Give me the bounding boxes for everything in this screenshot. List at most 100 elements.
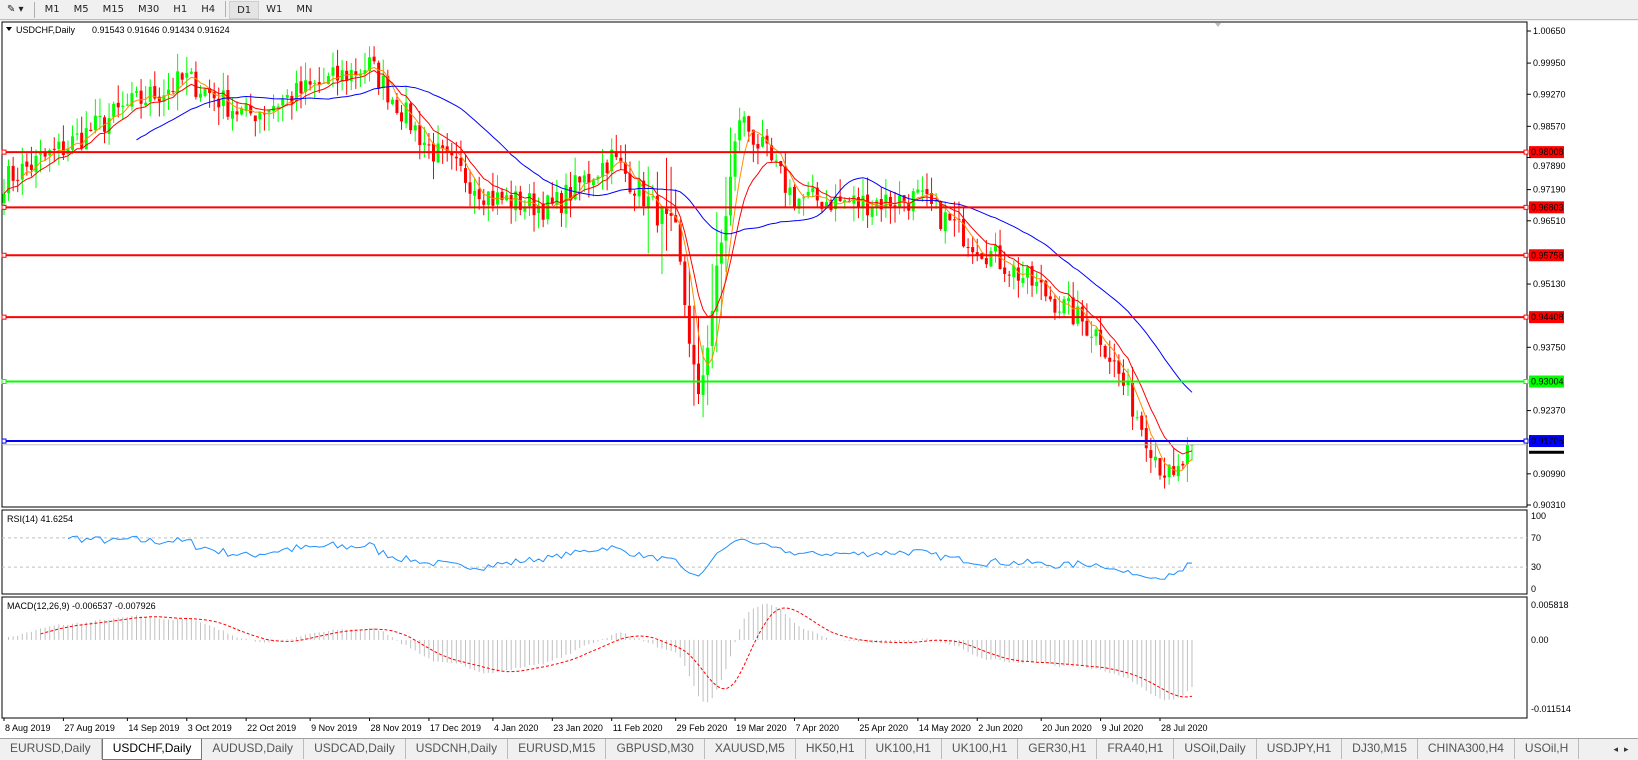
- candle-body: [427, 144, 431, 146]
- line-handle[interactable]: [1523, 438, 1529, 444]
- price-axis-label: 0.99270: [1533, 89, 1566, 99]
- candle-body: [281, 99, 285, 106]
- candle-body: [176, 71, 180, 93]
- candle-body: [198, 93, 202, 98]
- candle-body: [1048, 296, 1052, 300]
- chart-window[interactable]: 0.98008 0.96803 0.95758 0.94408 0.93004 0.917…: [0, 21, 1638, 738]
- price-axis-label: 0.99950: [1533, 58, 1566, 68]
- line-handle[interactable]: [1, 252, 7, 258]
- timeframe-m15-button[interactable]: M15: [102, 3, 124, 15]
- candle-body: [706, 347, 710, 375]
- candle-body: [870, 207, 874, 217]
- timeframe-mn-button[interactable]: MN: [296, 3, 313, 15]
- chart-tab[interactable]: USDCNH,Daily: [406, 739, 509, 759]
- chart-tab[interactable]: AUDUSD,Daily: [202, 739, 305, 759]
- ohlc-values: 0.91543 0.91646 0.91434 0.91624: [92, 25, 230, 35]
- candle-body: [550, 197, 554, 204]
- line-handle[interactable]: [1523, 149, 1529, 155]
- chart-tab[interactable]: UK100,H1: [942, 739, 1019, 759]
- candle-body: [217, 98, 221, 108]
- candle-body: [363, 70, 367, 74]
- line-handle[interactable]: [1523, 379, 1529, 385]
- chart-tab[interactable]: DJ30,M15: [1342, 739, 1418, 759]
- chart-tab[interactable]: USDCHF,Daily: [101, 739, 203, 760]
- candle-body: [811, 187, 815, 193]
- line-handle[interactable]: [1523, 252, 1529, 258]
- tab-scroll-right-icon[interactable]: ▸: [1624, 745, 1629, 755]
- candle-body: [34, 155, 38, 172]
- ma-slow-line: [136, 85, 1193, 393]
- candle-body: [738, 120, 742, 141]
- chart-canvas[interactable]: 0.98008 0.96803 0.95758 0.94408 0.93004 0.917…: [0, 21, 1638, 738]
- line-handle[interactable]: [1523, 204, 1529, 210]
- candle-body: [573, 175, 577, 200]
- line-handle[interactable]: [1, 149, 7, 155]
- candle-body: [304, 80, 308, 93]
- timeframe-h4-button[interactable]: H4: [201, 3, 216, 15]
- chart-tab[interactable]: GBPUSD,M30: [606, 739, 705, 759]
- line-handle[interactable]: [1, 314, 7, 320]
- candle-body: [591, 180, 595, 186]
- tab-scroll-left-icon[interactable]: ◂: [1613, 745, 1618, 755]
- candle-body: [52, 148, 56, 150]
- collapse-triangle-icon[interactable]: [6, 27, 12, 31]
- date-axis-label: 17 Dec 2019: [430, 723, 481, 733]
- candle-body: [678, 224, 682, 262]
- candle-body: [824, 202, 828, 209]
- line-handle[interactable]: [1, 438, 7, 444]
- candle-body: [386, 76, 390, 103]
- candle-body: [1144, 428, 1148, 449]
- timeframe-h1-button[interactable]: H1: [173, 3, 188, 15]
- chart-tab[interactable]: HK50,H1: [796, 739, 866, 759]
- candle-body: [139, 90, 143, 104]
- candle-body: [135, 91, 139, 93]
- candle-body: [934, 199, 938, 203]
- drawing-tool-icon[interactable]: ✎ ▾: [7, 3, 24, 15]
- candle-body: [1089, 336, 1093, 338]
- candle-body: [555, 192, 559, 205]
- timeframe-w1-button[interactable]: W1: [266, 3, 283, 15]
- candle-body: [856, 197, 860, 207]
- candle-body: [751, 129, 755, 145]
- candle-body: [253, 115, 257, 122]
- timeframe-m1-button[interactable]: M1: [44, 3, 60, 15]
- timeframe-m30-button[interactable]: M30: [137, 3, 160, 15]
- chart-tab[interactable]: FRA40,H1: [1097, 739, 1175, 759]
- chart-tab[interactable]: XAUUSD,M5: [705, 739, 796, 759]
- date-axis-label: 3 Oct 2019: [188, 723, 232, 733]
- candle-body: [1076, 306, 1080, 324]
- chart-tab[interactable]: USDCAD,Daily: [304, 739, 406, 759]
- chart-tab[interactable]: CHINA300,H4: [1418, 739, 1515, 759]
- chart-tab[interactable]: GER30,H1: [1018, 739, 1098, 759]
- candle-body: [249, 105, 253, 114]
- candle-body: [1117, 360, 1121, 374]
- line-handle[interactable]: [1, 379, 7, 385]
- candle-body: [89, 129, 93, 132]
- price-axis-label: 0.96510: [1533, 216, 1566, 226]
- chart-tab[interactable]: EURUSD,Daily: [0, 739, 102, 759]
- price-label-bg: [1529, 375, 1564, 388]
- line-handle[interactable]: [1, 204, 7, 210]
- timeframe-m5-button[interactable]: M5: [73, 3, 89, 15]
- chart-tab[interactable]: UK100,H1: [866, 739, 942, 759]
- candle-body: [742, 116, 746, 123]
- chart-tab[interactable]: USOil,H: [1515, 739, 1580, 759]
- candle-body: [7, 165, 11, 194]
- candle-body: [564, 184, 568, 214]
- chart-tab[interactable]: EURUSD,M15: [508, 739, 607, 759]
- candle-body: [1167, 464, 1171, 478]
- timeframe-d1-button[interactable]: D1: [229, 0, 260, 19]
- candle-body: [1153, 456, 1157, 461]
- line-handle[interactable]: [1523, 314, 1529, 320]
- chart-shift-marker-icon[interactable]: [1215, 23, 1221, 27]
- hline-price-label: 0.94408: [1531, 312, 1564, 322]
- date-axis-label: 19 Mar 2020: [736, 723, 787, 733]
- candle-body: [957, 218, 961, 220]
- chart-tab[interactable]: USOil,Daily: [1174, 739, 1257, 759]
- candle-body: [1099, 329, 1103, 345]
- candle-body: [272, 106, 276, 112]
- candle-body: [153, 86, 157, 99]
- price-axis-label: 1.00650: [1533, 26, 1566, 36]
- candle-body: [354, 71, 358, 75]
- chart-tab[interactable]: USDJPY,H1: [1257, 739, 1343, 759]
